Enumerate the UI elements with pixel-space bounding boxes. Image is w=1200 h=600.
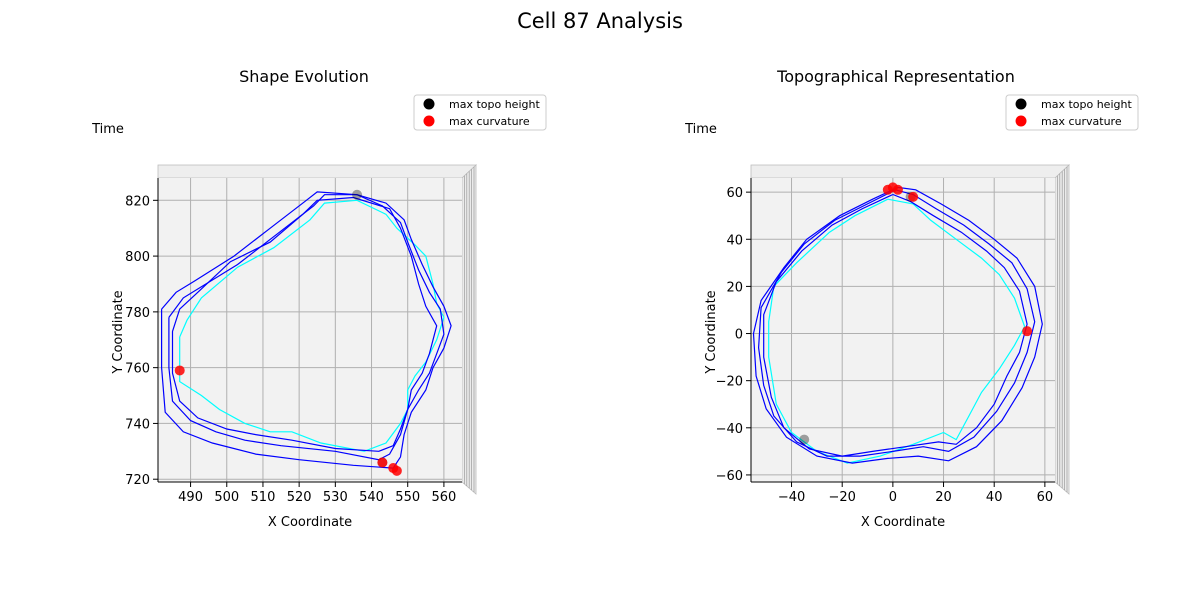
max-curvature-point xyxy=(908,191,919,202)
y-tick-label: 740 xyxy=(125,417,150,432)
plot-background xyxy=(751,178,1055,482)
x-tick-label: −40 xyxy=(778,490,805,505)
x-axis-label-topographical-representation: X Coordinate xyxy=(861,515,945,530)
y-tick-label: 60 xyxy=(726,186,743,201)
legend-shape-evolution: max topo height max curvature xyxy=(413,94,547,131)
legend-marker-max-topo-height xyxy=(1015,98,1027,110)
plot-area-topographical-representation: −40 −20 0 20 40 60 −60 −40 −20 0 20 40 60 xyxy=(716,164,1071,505)
max-topo-height-point xyxy=(799,434,810,445)
x-tick-label: 40 xyxy=(986,490,1003,505)
y-tick-label: 40 xyxy=(726,233,743,248)
z-axis-label-shape-evolution: Time xyxy=(91,122,124,137)
legend-marker-max-curvature xyxy=(1015,115,1027,127)
x-axis-label-shape-evolution: X Coordinate xyxy=(268,515,352,530)
legend-topographical-representation: max topo height max curvature xyxy=(1005,94,1139,131)
max-curvature-point xyxy=(892,184,903,195)
x-tick-label: −20 xyxy=(828,490,855,505)
figure-title: Cell 87 Analysis xyxy=(517,9,683,33)
legend-marker-max-curvature xyxy=(423,115,435,127)
y-tick-label: 20 xyxy=(726,280,743,295)
x-tick-label: 560 xyxy=(431,490,456,505)
x-tick-label: 490 xyxy=(178,490,203,505)
legend-frame xyxy=(413,94,547,131)
x-tick-label: 530 xyxy=(323,490,348,505)
plot-background xyxy=(158,178,462,482)
contour-line-2 xyxy=(757,189,1036,457)
contour-line-1 xyxy=(171,196,438,452)
legend-label-max-curvature: max curvature xyxy=(449,115,530,128)
contour-line-2 xyxy=(168,194,445,461)
contour-line-1 xyxy=(763,193,1028,457)
back-pane-top xyxy=(750,164,1071,179)
contour-line-3 xyxy=(752,186,1043,464)
max-curvature-point xyxy=(391,465,402,476)
y-axis-label-shape-evolution: Y Coordinate xyxy=(111,290,126,374)
x-tick-label: 550 xyxy=(395,490,420,505)
contour-line-0 xyxy=(179,199,445,452)
x-tick-label: 500 xyxy=(214,490,239,505)
y-tick-label: −20 xyxy=(716,375,743,390)
panel-title-topographical-representation: Topographical Representation xyxy=(776,67,1015,86)
back-pane-top xyxy=(157,164,478,179)
legend-label-max-topo-height: max topo height xyxy=(449,98,540,111)
contour-line-0 xyxy=(768,198,1026,464)
x-tick-label: 60 xyxy=(1037,490,1054,505)
panel-topographical-representation: Topographical Representation Time X Coor… xyxy=(684,67,1139,530)
legend-frame xyxy=(1005,94,1139,131)
max-topo-height-point xyxy=(352,189,363,200)
y-tick-label: 800 xyxy=(125,250,150,265)
y-tick-label: −40 xyxy=(716,422,743,437)
panel-shape-evolution: Shape Evolution Time X Coordinate Y Coor… xyxy=(91,67,547,530)
contour-line-3 xyxy=(161,191,452,469)
legend-label-max-topo-height: max topo height xyxy=(1041,98,1132,111)
plot-area-shape-evolution: 490 500 510 520 530 540 550 560 720 740 760 780 800 8… xyxy=(125,164,478,505)
max-curvature-point xyxy=(377,457,388,468)
x-tick-label: 520 xyxy=(287,490,312,505)
legend-marker-max-topo-height xyxy=(423,98,435,110)
x-tick-label: 510 xyxy=(251,490,276,505)
z-axis-label-topographical-representation: Time xyxy=(684,122,717,137)
y-tick-label: 0 xyxy=(735,328,743,343)
x-tick-label: 0 xyxy=(889,490,897,505)
y-axis-label-topographical-representation: Y Coordinate xyxy=(704,290,719,374)
y-tick-label: 820 xyxy=(125,194,150,209)
max-curvature-point xyxy=(1022,326,1033,337)
max-curvature-point xyxy=(174,365,185,376)
legend-label-max-curvature: max curvature xyxy=(1041,115,1122,128)
y-tick-label: −60 xyxy=(716,469,743,484)
x-tick-label: 540 xyxy=(359,490,384,505)
y-tick-label: 780 xyxy=(125,306,150,321)
panel-title-shape-evolution: Shape Evolution xyxy=(239,67,369,86)
x-tick-label: 20 xyxy=(935,490,952,505)
y-tick-label: 720 xyxy=(125,473,150,488)
y-tick-label: 760 xyxy=(125,362,150,377)
